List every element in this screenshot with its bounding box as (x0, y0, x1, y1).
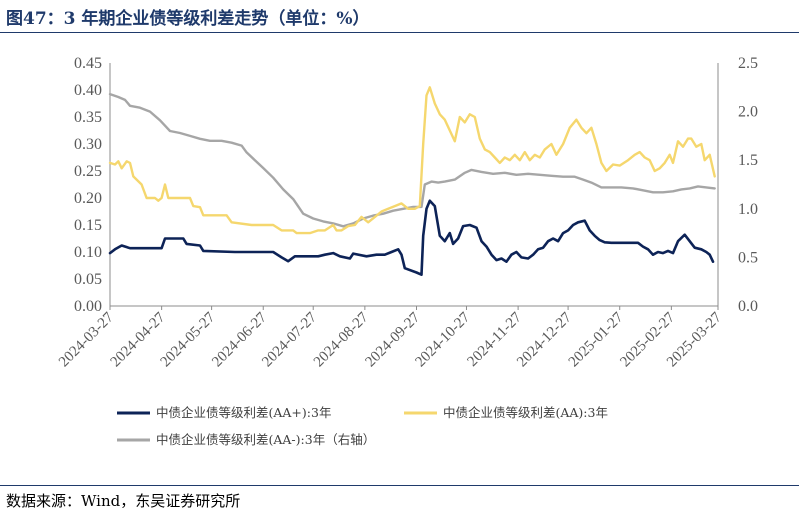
series-line-aa-minus (108, 92, 716, 228)
x-tick-labels: 2024-03-272024-04-272024-05-272024-06-27… (56, 306, 725, 370)
left-y-tick-label: 0.10 (74, 244, 102, 261)
left-y-tick-label: 0.40 (74, 82, 102, 99)
x-tick-label: 2024-10-27 (412, 309, 473, 370)
x-tick-label: 2024-03-27 (56, 309, 117, 370)
legend-label-aa-plus: 中债企业债等级利差(AA+):3年 (156, 405, 331, 420)
x-tick-label: 2025-01-27 (566, 309, 627, 370)
left-y-tick-label: 0.00 (74, 298, 102, 315)
left-y-tick-label: 0.20 (74, 190, 102, 207)
x-tick-label: 2024-05-27 (158, 309, 219, 370)
x-tick-label: 2024-08-27 (311, 309, 372, 370)
right-y-tick-label: 0.5 (738, 249, 758, 266)
series-line-aa (108, 86, 716, 235)
right-y-tick-label: 2.5 (738, 55, 758, 72)
line-chart: 0.00 0.05 0.10 0.15 0.20 0.25 0.30 0.35 0.40 0.45… (56, 55, 758, 447)
left-y-tick-label: 0.35 (74, 109, 102, 126)
left-y-tick-label: 0.45 (74, 55, 102, 72)
axes (109, 63, 719, 307)
source-note: 数据来源：Wind，东吴证券研究所 (6, 492, 241, 510)
legend: 中债企业债等级利差(AA+):3年 中债企业债等级利差(AA):3年 中债企业债… (117, 405, 608, 447)
x-tick-label: 2024-12-27 (514, 309, 575, 370)
right-y-tick-label: 2.0 (738, 104, 758, 121)
legend-label-aa: 中债企业债等级利差(AA):3年 (443, 405, 608, 420)
title-rule (0, 32, 799, 33)
right-y-tick-label: 1.5 (738, 152, 758, 169)
right-y-tick-labels: 0.0 0.5 1.0 1.5 2.0 2.5 (738, 55, 758, 315)
legend-label-aa-minus: 中债企业债等级利差(AA-):3年（右轴） (156, 432, 375, 447)
series-line-aa-plus (108, 199, 715, 277)
left-y-tick-labels: 0.00 0.05 0.10 0.15 0.20 0.25 0.30 0.35 0.40 0.45 (74, 55, 102, 315)
left-y-tick-label: 0.05 (74, 271, 102, 288)
left-y-tick-label: 0.25 (74, 163, 102, 180)
left-y-tick-label: 0.15 (74, 217, 102, 234)
left-y-tick-label: 0.30 (74, 136, 102, 153)
right-y-tick-label: 0.0 (738, 298, 758, 315)
source-rule (0, 485, 799, 486)
x-tick-label: 2024-07-27 (259, 309, 320, 370)
series-lines (108, 86, 716, 277)
right-y-tick-label: 1.0 (738, 201, 758, 218)
figure-title: 图47：3 年期企业债等级利差走势（单位：%） (6, 9, 370, 29)
